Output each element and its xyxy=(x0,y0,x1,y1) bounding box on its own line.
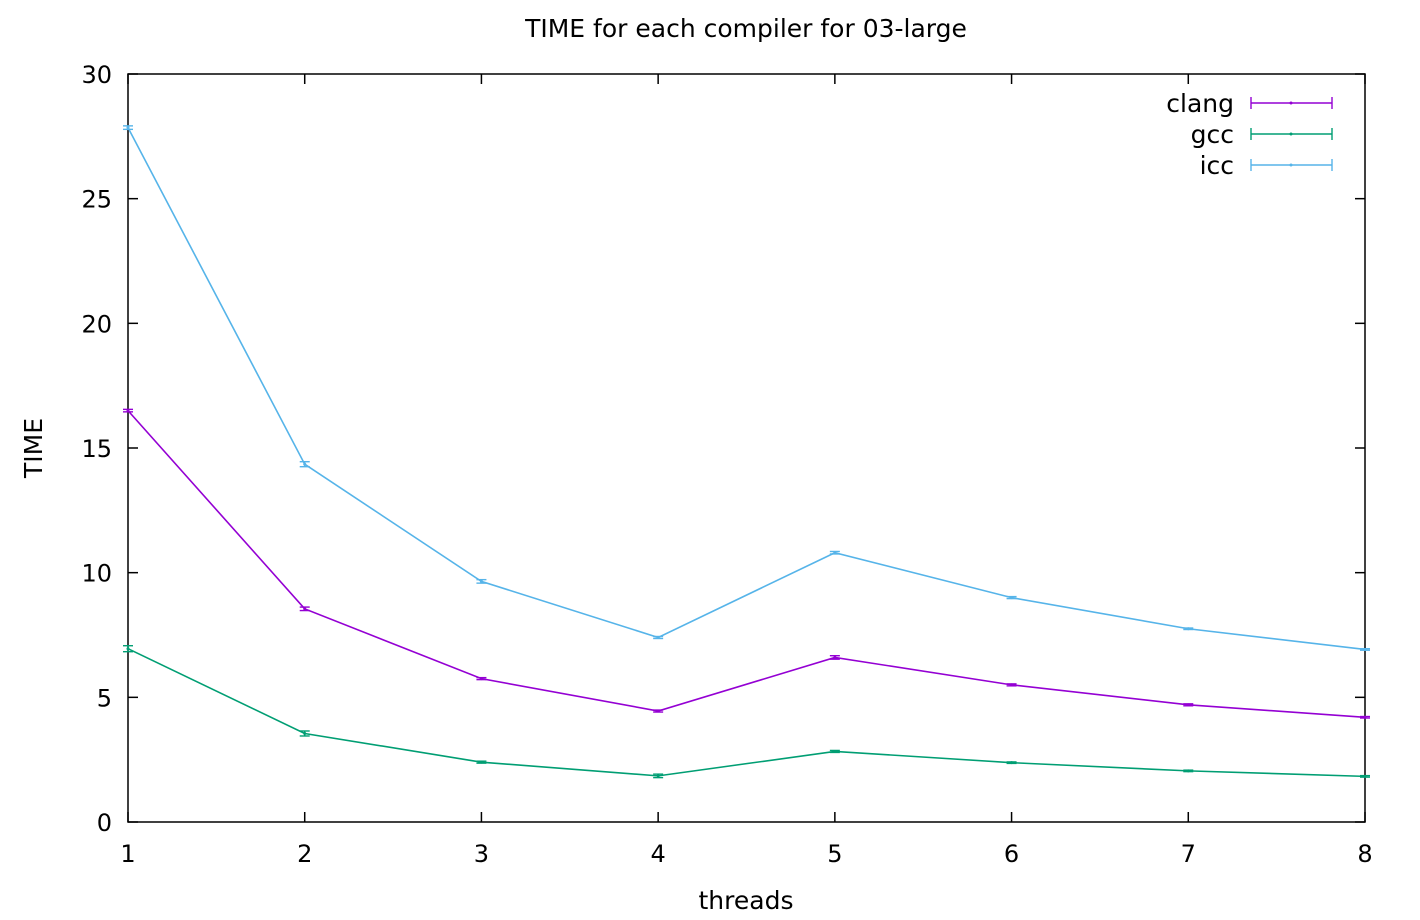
data-point-clang xyxy=(1010,683,1014,687)
y-tick-label: 0 xyxy=(97,809,112,837)
data-point-clang xyxy=(1186,703,1190,707)
y-tick-label: 5 xyxy=(97,684,112,712)
x-tick-label: 1 xyxy=(120,840,135,868)
legend-item-icc: icc xyxy=(1200,151,1333,180)
y-tick-label: 25 xyxy=(81,186,112,214)
series-line-icc xyxy=(127,127,1366,651)
data-point-clang xyxy=(479,677,483,681)
data-point-gcc xyxy=(656,774,660,778)
series-layer xyxy=(123,125,1370,779)
series-line-clang xyxy=(127,410,1366,719)
data-point-icc xyxy=(303,462,307,466)
legend-swatch-point xyxy=(1289,163,1293,167)
data-point-clang xyxy=(303,607,307,611)
x-tick-label: 8 xyxy=(1357,840,1372,868)
data-point-clang xyxy=(1363,715,1367,719)
data-point-gcc xyxy=(833,749,837,753)
data-point-icc xyxy=(1186,627,1190,631)
x-tick-label: 5 xyxy=(827,840,842,868)
data-point-icc xyxy=(833,551,837,555)
x-tick-label: 7 xyxy=(1181,840,1196,868)
data-point-icc xyxy=(126,126,130,130)
x-axis-title: threads xyxy=(699,886,794,915)
data-point-gcc xyxy=(479,760,483,764)
x-tick-label: 3 xyxy=(474,840,489,868)
legend-label: clang xyxy=(1166,89,1234,118)
data-point-clang xyxy=(656,709,660,713)
y-tick-label: 10 xyxy=(81,560,112,588)
series-icc xyxy=(123,125,1370,651)
series-gcc xyxy=(123,645,1370,779)
x-tick-label: 2 xyxy=(297,840,312,868)
series-clang xyxy=(123,408,1370,719)
chart-title: TIME for each compiler for 03-large xyxy=(524,14,967,43)
x-tick-label: 4 xyxy=(651,840,666,868)
data-point-clang xyxy=(126,409,130,413)
y-tick-label: 30 xyxy=(81,61,112,89)
data-point-gcc xyxy=(303,731,307,735)
y-tick-label: 15 xyxy=(81,435,112,463)
legend-item-gcc: gcc xyxy=(1191,120,1333,149)
data-point-gcc xyxy=(1363,774,1367,778)
data-point-icc xyxy=(479,579,483,583)
plot-frame xyxy=(127,73,1366,823)
axis-ticks: 1 2 3 4 5 6 7 8 0 5 10 15 20 25 30 xyxy=(81,61,1372,868)
legend-label: gcc xyxy=(1191,120,1234,149)
data-point-gcc xyxy=(1010,761,1014,765)
y-axis-title: TIME xyxy=(19,418,48,479)
data-point-gcc xyxy=(1186,769,1190,773)
y-tick-label: 20 xyxy=(81,310,112,338)
legend-item-clang: clang xyxy=(1166,89,1333,118)
legend-swatch-point xyxy=(1289,132,1293,136)
x-tick-label: 6 xyxy=(1004,840,1019,868)
legend-swatch-point xyxy=(1289,101,1293,105)
data-point-icc xyxy=(656,635,660,639)
data-point-icc xyxy=(1010,596,1014,600)
data-point-gcc xyxy=(126,647,130,651)
data-point-icc xyxy=(1363,647,1367,651)
data-point-clang xyxy=(833,655,837,659)
legend-label: icc xyxy=(1200,151,1234,180)
series-line-gcc xyxy=(127,647,1366,778)
